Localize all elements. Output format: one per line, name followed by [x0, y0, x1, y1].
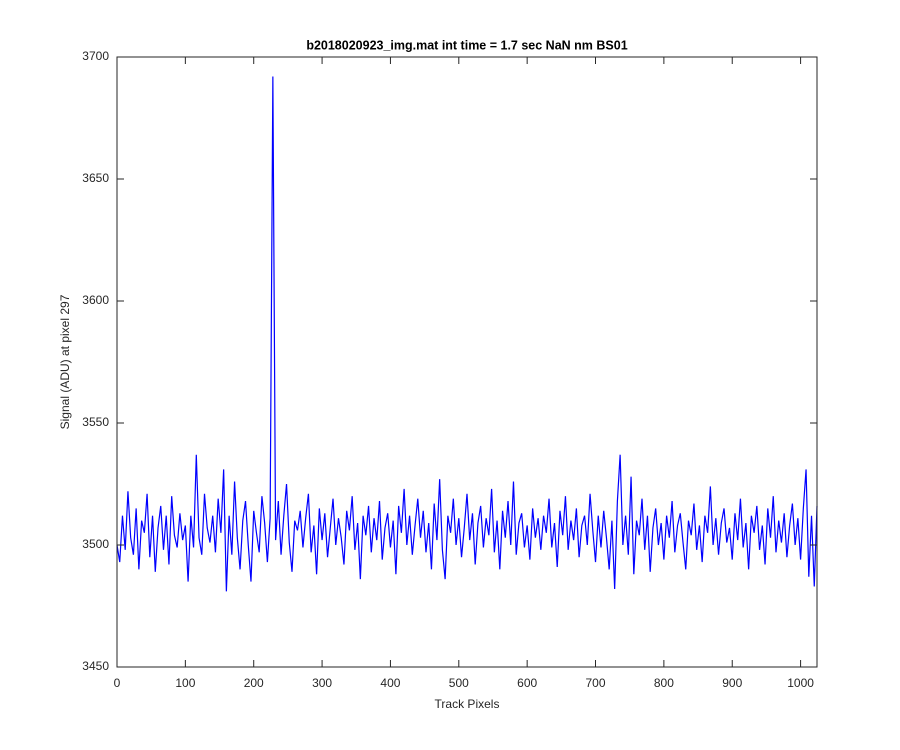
y-axis-label: Signal (ADU) at pixel 297: [58, 294, 72, 429]
x-tick-label: 900: [722, 676, 742, 690]
y-tick-label: 3700: [82, 49, 109, 63]
x-axis-label: Track Pixels: [435, 697, 500, 711]
plot-area: [117, 57, 817, 667]
x-tick-label: 400: [380, 676, 400, 690]
x-tick-label: 100: [175, 676, 195, 690]
x-tick-label: 500: [449, 676, 469, 690]
x-tick-label: 600: [517, 676, 537, 690]
y-tick-label: 3650: [82, 171, 109, 185]
chart-title: b2018020923_img.mat int time = 1.7 sec N…: [306, 38, 627, 52]
x-tick-label: 1000: [787, 676, 814, 690]
data-line: [116, 76, 818, 592]
y-tick-label: 3450: [82, 659, 109, 673]
x-tick-label: 800: [654, 676, 674, 690]
x-tick-label: 300: [312, 676, 332, 690]
axes-box: [116, 56, 818, 668]
y-tick-label: 3550: [82, 415, 109, 429]
y-tick-label: 3500: [82, 537, 109, 551]
x-tick-label: 200: [244, 676, 264, 690]
x-tick-label: 700: [586, 676, 606, 690]
y-tick-label: 3600: [82, 293, 109, 307]
x-tick-label: 0: [114, 676, 121, 690]
